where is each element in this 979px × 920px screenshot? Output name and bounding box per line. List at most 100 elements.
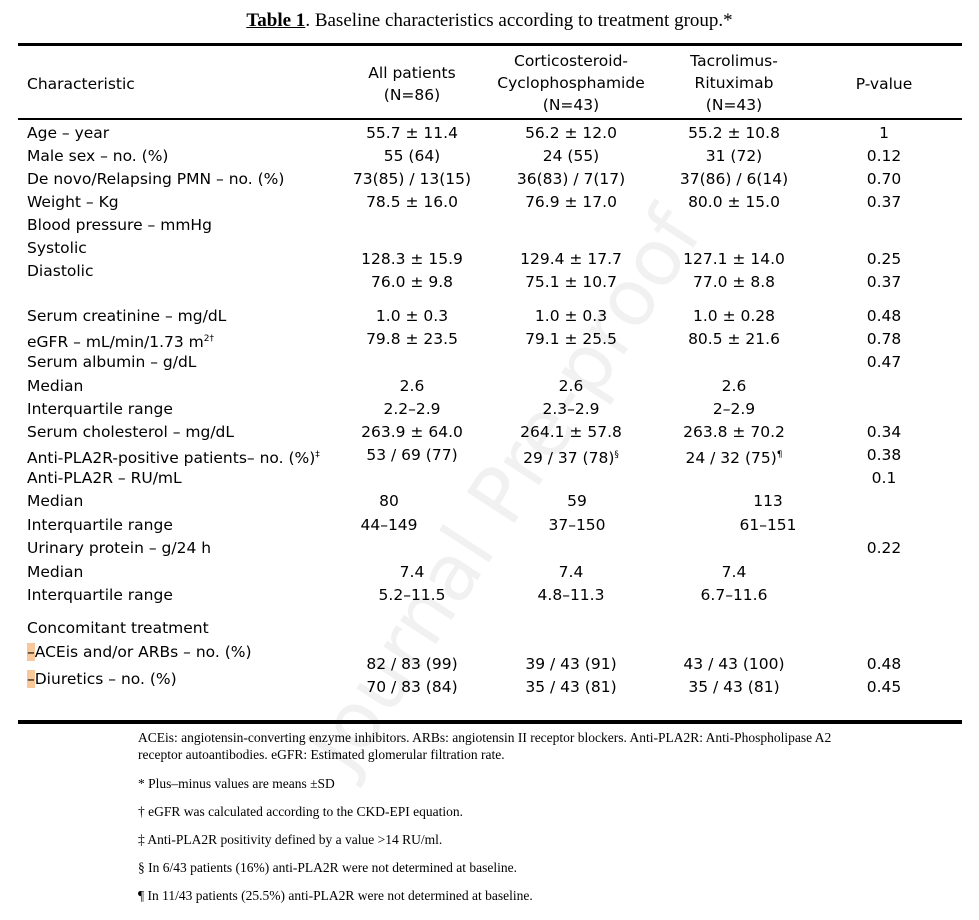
p-value-cell: 0.38 xyxy=(867,444,902,467)
tr-cell: 2.6 xyxy=(722,375,747,398)
row-label: Systolic xyxy=(27,237,87,260)
p-value-cell-text: 0.47 xyxy=(866,353,902,371)
all-patients-cell-text: 2.2–2.9 xyxy=(383,400,441,418)
all-patients-cell-text: 1.0 ± 0.3 xyxy=(375,307,449,325)
p-value-cell: 0.37 xyxy=(867,271,902,294)
table-title-text: . Baseline characteristics according to … xyxy=(305,10,733,31)
row-label: Urinary protein – g/24 h xyxy=(27,537,211,560)
row-label-text: Interquartile range xyxy=(27,586,173,604)
row-label: Concomitant treatment xyxy=(27,617,209,640)
row-label: –ACEis and/or ARBs – no. (%) xyxy=(27,641,252,664)
row-label: eGFR – mL/min/1.73 m2† xyxy=(27,328,214,354)
cc-cell: 39 / 43 (91) xyxy=(525,653,616,676)
row-label: Median xyxy=(27,375,83,398)
highlight-dash: – xyxy=(27,643,35,661)
top-rule xyxy=(18,43,962,46)
cc-cell-text: 4.8–11.3 xyxy=(537,586,605,604)
row-label-text: Anti-PLA2R-positive patients– no. (%) xyxy=(27,449,316,468)
all-patients-cell-text: 79.8 ± 23.5 xyxy=(366,330,458,348)
all-patients-cell-text: 80 xyxy=(379,492,399,510)
p-value-cell-text: 0.70 xyxy=(866,170,902,188)
cc-cell: 76.9 ± 17.0 xyxy=(525,191,617,214)
p-value-cell: 0.25 xyxy=(867,248,902,271)
cc-cell-text: 24 (55) xyxy=(542,147,600,165)
header-characteristic: Characteristic xyxy=(27,75,135,93)
cc-cell-text: 79.1 ± 25.5 xyxy=(525,330,617,348)
p-value-cell-text: 0.78 xyxy=(866,330,902,348)
tr-cell-text: 113 xyxy=(753,492,783,510)
p-value-cell: 0.37 xyxy=(867,191,902,214)
p-value-cell-text: 0.38 xyxy=(866,446,902,464)
p-value-cell: 0.45 xyxy=(867,676,902,699)
p-value-cell-text: 0.25 xyxy=(866,250,902,268)
tr-cell: 37(86) / 6(14) xyxy=(680,168,788,191)
row-label-text: Diastolic xyxy=(27,262,94,280)
header-tr-line-3: (N=43) xyxy=(705,96,763,114)
p-value-cell-text: 0.48 xyxy=(866,307,902,325)
tr-cell-text: 2.6 xyxy=(721,377,747,395)
header-cc-line-1: Corticosteroid- xyxy=(513,52,629,70)
all-patients-cell-text: 44–149 xyxy=(360,516,418,534)
row-label: Weight – Kg xyxy=(27,191,119,214)
row-label-footnote-mark: 2† xyxy=(203,334,215,344)
p-value-cell-text: 0.22 xyxy=(866,539,902,557)
all-patients-cell-text: 70 / 83 (84) xyxy=(366,678,458,696)
all-patients-cell: 44–149 xyxy=(360,514,417,537)
row-label: Male sex – no. (%) xyxy=(27,145,168,168)
p-value-cell-text: 0.37 xyxy=(866,273,902,291)
row-label: Serum creatinine – mg/dL xyxy=(27,305,226,328)
bottom-rule xyxy=(18,720,962,724)
cc-cell: 35 / 43 (81) xyxy=(525,676,616,699)
all-patients-cell-text: 53 / 69 (77) xyxy=(366,446,458,464)
row-label-text: Serum cholesterol – mg/dL xyxy=(27,423,235,441)
tr-cell: 263.8 ± 70.2 xyxy=(683,421,785,444)
row-label-text: Median xyxy=(27,492,84,510)
cc-cell-text: 59 xyxy=(567,492,587,510)
row-label: Interquartile range xyxy=(27,398,173,421)
cc-cell: 264.1 ± 57.8 xyxy=(520,421,622,444)
all-patients-cell: 55 (64) xyxy=(384,145,440,168)
row-label-text: Interquartile range xyxy=(27,516,173,534)
all-patients-cell: 53 / 69 (77) xyxy=(366,444,457,467)
all-patients-cell: 2.2–2.9 xyxy=(383,398,440,421)
cc-cell: 37–150 xyxy=(548,514,605,537)
header-tacrolimus-rituximab: Tacrolimus- Rituximab (N=43) xyxy=(690,50,778,116)
all-patients-cell: 55.7 ± 11.4 xyxy=(366,122,458,145)
cc-cell: 2.3–2.9 xyxy=(542,398,599,421)
table-title-label: Table 1 xyxy=(246,10,306,31)
tr-cell: 6.7–11.6 xyxy=(701,584,768,607)
cc-cell: 59 xyxy=(567,490,587,513)
row-label: Serum cholesterol – mg/dL xyxy=(27,421,234,444)
header-all-patients: All patients (N=86) xyxy=(368,62,455,106)
tr-cell-text: 24 / 32 (75) xyxy=(685,449,777,468)
header-corticosteroid-cyclophosphamide: Corticosteroid- Cyclophosphamide (N=43) xyxy=(497,50,644,116)
cc-cell-text: 37–150 xyxy=(548,516,606,534)
p-value-cell-text: 1 xyxy=(879,124,889,142)
all-patients-cell-text: 73(85) / 13(15) xyxy=(352,170,472,188)
cc-cell-text: 2.6 xyxy=(558,377,584,395)
footnote-egfr: † eGFR was calculated according to the C… xyxy=(138,804,464,819)
tr-cell: 7.4 xyxy=(722,561,747,584)
all-patients-cell-text: 128.3 ± 15.9 xyxy=(361,250,463,268)
row-label-footnote-mark: ‡ xyxy=(315,450,320,460)
all-patients-cell: 82 / 83 (99) xyxy=(366,653,457,676)
tr-cell-text: 55.2 ± 10.8 xyxy=(688,124,780,142)
p-value-cell-text: 0.12 xyxy=(866,147,902,165)
p-value-cell-text: 0.48 xyxy=(866,655,902,673)
all-patients-cell-text: 2.6 xyxy=(399,377,425,395)
row-label-text: Weight – Kg xyxy=(27,193,119,211)
tr-cell-text: 263.8 ± 70.2 xyxy=(683,423,785,441)
tr-cell-text: 61–151 xyxy=(739,516,797,534)
tr-cell-text: 43 / 43 (100) xyxy=(683,655,785,673)
row-label: Interquartile range xyxy=(27,584,173,607)
all-patients-cell: 78.5 ± 16.0 xyxy=(366,191,458,214)
footnote-pla2r-positivity: ‡ Anti-PLA2R positivity defined by a val… xyxy=(138,832,443,847)
p-value-cell: 0.12 xyxy=(867,145,902,168)
row-label-text: Concomitant treatment xyxy=(27,619,209,637)
row-label: Interquartile range xyxy=(27,514,173,537)
header-tr-line-1: Tacrolimus- xyxy=(690,52,778,70)
p-value-cell: 0.34 xyxy=(867,421,902,444)
p-value-cell: 0.22 xyxy=(867,537,902,560)
all-patients-cell-text: 78.5 ± 16.0 xyxy=(366,193,458,211)
cc-cell-text: 56.2 ± 12.0 xyxy=(525,124,617,142)
